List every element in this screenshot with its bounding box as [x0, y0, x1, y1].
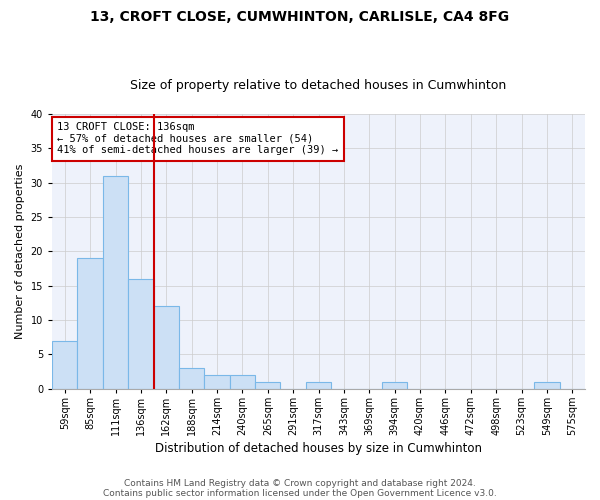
- X-axis label: Distribution of detached houses by size in Cumwhinton: Distribution of detached houses by size …: [155, 442, 482, 455]
- Bar: [154, 306, 179, 388]
- Bar: [306, 382, 331, 388]
- Bar: [230, 375, 255, 388]
- Text: Contains public sector information licensed under the Open Government Licence v3: Contains public sector information licen…: [103, 488, 497, 498]
- Title: Size of property relative to detached houses in Cumwhinton: Size of property relative to detached ho…: [130, 79, 506, 92]
- Text: Contains HM Land Registry data © Crown copyright and database right 2024.: Contains HM Land Registry data © Crown c…: [124, 478, 476, 488]
- Bar: [205, 375, 230, 388]
- Y-axis label: Number of detached properties: Number of detached properties: [15, 164, 25, 339]
- Bar: [103, 176, 128, 388]
- Bar: [534, 382, 560, 388]
- Text: 13, CROFT CLOSE, CUMWHINTON, CARLISLE, CA4 8FG: 13, CROFT CLOSE, CUMWHINTON, CARLISLE, C…: [91, 10, 509, 24]
- Bar: [77, 258, 103, 388]
- Text: 13 CROFT CLOSE: 136sqm
← 57% of detached houses are smaller (54)
41% of semi-det: 13 CROFT CLOSE: 136sqm ← 57% of detached…: [58, 122, 338, 156]
- Bar: [382, 382, 407, 388]
- Bar: [128, 279, 154, 388]
- Bar: [52, 340, 77, 388]
- Bar: [255, 382, 280, 388]
- Bar: [179, 368, 205, 388]
